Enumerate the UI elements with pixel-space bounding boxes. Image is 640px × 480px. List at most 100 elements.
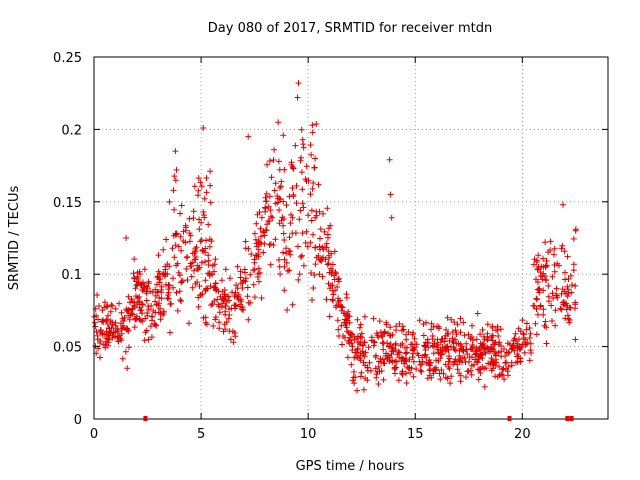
- data-point: [464, 368, 471, 375]
- data-point: [171, 173, 178, 180]
- data-point: [133, 278, 140, 285]
- data-point: [403, 349, 410, 356]
- data-point: [183, 224, 189, 231]
- data-point: [191, 183, 198, 190]
- data-point: [572, 226, 579, 233]
- data-point: [499, 366, 506, 373]
- data-point: [269, 214, 276, 221]
- data-point: [445, 347, 452, 353]
- data-point: [105, 342, 111, 349]
- data-point: [474, 310, 481, 317]
- data-point: [545, 282, 552, 289]
- data-point: [375, 334, 382, 341]
- data-point: [330, 297, 336, 304]
- data-point: [262, 205, 269, 212]
- data-point: [172, 177, 179, 184]
- data-point: [477, 331, 484, 338]
- data-point: [191, 267, 197, 274]
- data-point: [143, 297, 150, 304]
- data-point: [160, 246, 167, 253]
- data-point: [296, 216, 303, 223]
- data-point: [492, 373, 499, 380]
- data-point: [428, 326, 435, 333]
- data-point: [124, 365, 131, 372]
- data-point: [361, 339, 368, 346]
- data-point: [473, 336, 480, 343]
- data-point: [227, 275, 233, 282]
- data-point: [327, 222, 334, 229]
- data-point: [152, 286, 159, 293]
- data-point: [289, 230, 296, 237]
- data-point: [469, 346, 476, 353]
- data-point: [444, 314, 451, 321]
- data-point: [168, 300, 174, 307]
- data-point: [276, 195, 283, 202]
- data-point: [406, 356, 413, 363]
- data-point: [313, 212, 320, 219]
- data-point: [192, 256, 199, 263]
- data-point: [392, 340, 399, 347]
- data-point: [511, 335, 518, 342]
- data-point: [519, 317, 526, 324]
- data-point: [137, 282, 144, 289]
- data-point: [225, 315, 232, 322]
- data-point: [230, 339, 237, 346]
- data-point: [299, 230, 306, 237]
- data-point: [206, 236, 213, 243]
- data-point: [357, 321, 364, 328]
- axis-ticks: 0 5 10 15 20 0 0.05 0.1 0.15 0.2 0.25: [53, 51, 608, 442]
- data-point: [317, 235, 323, 242]
- data-point: [437, 355, 444, 362]
- data-point: [303, 228, 310, 235]
- data-point: [198, 183, 205, 190]
- data-point: [198, 259, 205, 266]
- data-point: [489, 365, 496, 372]
- data-point: [475, 376, 482, 383]
- data-point: [118, 330, 125, 337]
- data-point: [359, 342, 366, 349]
- data-point: [203, 189, 210, 196]
- data-point: [255, 238, 262, 244]
- data-point: [383, 319, 390, 326]
- data-point: [492, 352, 499, 358]
- data-point: [373, 374, 380, 381]
- data-point: [313, 121, 320, 127]
- data-point: [202, 288, 209, 294]
- data-point: [322, 256, 329, 263]
- y-tick-label: 0.1: [61, 268, 82, 283]
- data-point: [394, 351, 401, 358]
- data-point: [565, 315, 572, 322]
- data-point: [112, 322, 119, 329]
- data-point: [537, 302, 544, 309]
- data-point: [410, 329, 417, 336]
- data-point: [287, 248, 293, 255]
- data-point: [280, 222, 287, 229]
- data-point: [252, 236, 259, 243]
- data-point: [221, 287, 228, 293]
- data-point: [216, 325, 223, 332]
- data-point: [206, 271, 213, 278]
- data-point: [376, 368, 383, 375]
- data-point: [535, 252, 542, 259]
- data-point: [211, 284, 218, 291]
- data-point: [172, 242, 179, 249]
- data-point: [212, 314, 219, 321]
- x-tick-label: 10: [300, 427, 317, 442]
- data-point: [456, 358, 463, 365]
- data-point: [212, 284, 219, 291]
- data-point: [349, 343, 356, 350]
- data-point: [176, 288, 183, 295]
- data-point: [310, 180, 317, 186]
- data-point: [237, 268, 244, 275]
- data-point: [354, 346, 361, 353]
- data-point: [266, 242, 273, 248]
- data-point: [137, 271, 144, 278]
- data-point: [292, 142, 299, 149]
- data-point: [134, 281, 141, 288]
- data-point: [283, 250, 290, 257]
- data-point: [463, 374, 469, 381]
- data-point: [373, 352, 379, 359]
- data-point: [152, 309, 159, 316]
- data-point: [534, 296, 540, 303]
- data-point: [379, 333, 386, 340]
